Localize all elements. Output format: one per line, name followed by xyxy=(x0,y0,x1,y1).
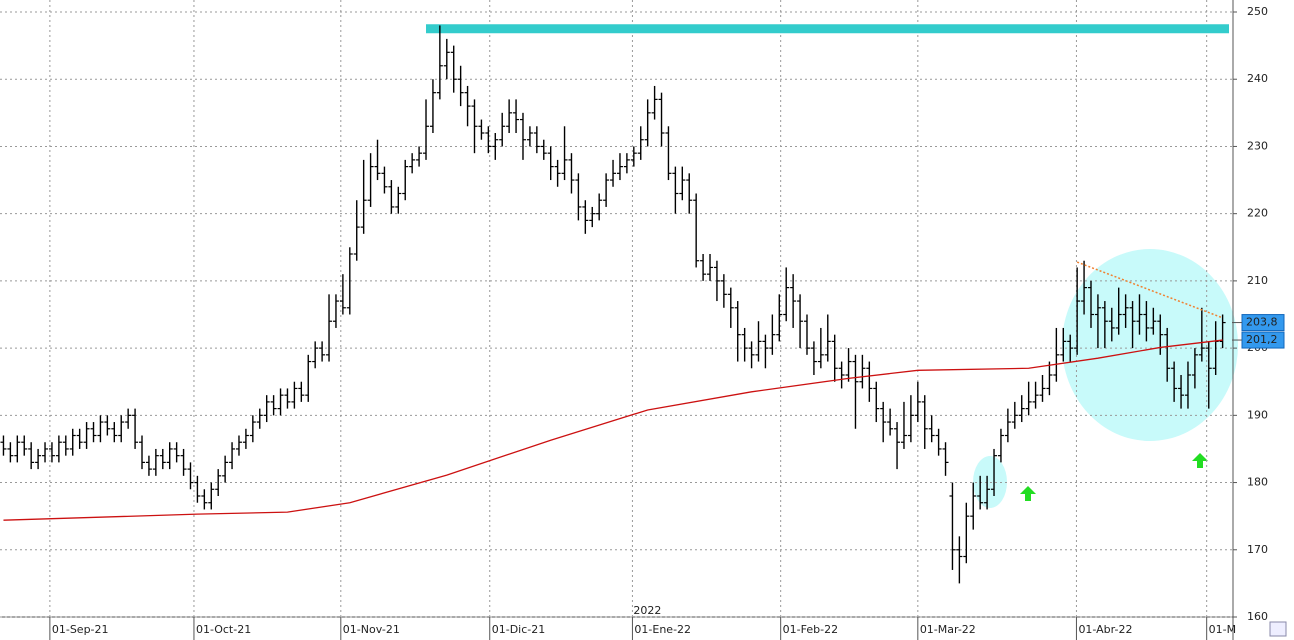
x-tick-label: 01-M xyxy=(1209,623,1236,636)
x-tick-label: 01-Nov-21 xyxy=(343,623,400,636)
corner-icon xyxy=(1269,621,1287,637)
y-tick-label: 240 xyxy=(1247,72,1268,85)
y-tick-label: 160 xyxy=(1247,610,1268,623)
y-tick-label: 210 xyxy=(1247,274,1268,287)
up-arrow xyxy=(1020,486,1036,501)
year-label: 2022 xyxy=(633,604,661,617)
trendline xyxy=(1076,261,1223,319)
highlight-ellipse xyxy=(1062,249,1238,441)
x-tick-label: 01-Abr-22 xyxy=(1078,623,1132,636)
y-tick-label: 170 xyxy=(1247,543,1268,556)
x-tick-label: 01-Feb-22 xyxy=(783,623,838,636)
x-tick-label: 01-Sep-21 xyxy=(52,623,109,636)
x-tick-label: 01-Dic-21 xyxy=(492,623,546,636)
y-tick-label: 190 xyxy=(1247,408,1268,421)
x-tick-label: 01-Mar-22 xyxy=(920,623,976,636)
up-arrow xyxy=(1192,453,1208,468)
y-tick-label: 250 xyxy=(1247,5,1268,18)
x-tick-label: 01-Oct-21 xyxy=(196,623,251,636)
y-tick-label: 230 xyxy=(1247,139,1268,152)
x-tick-label: 01-Ene-22 xyxy=(634,623,691,636)
price-tag-label: 203,8 xyxy=(1246,316,1278,329)
price-tag-label: 201,2 xyxy=(1246,333,1278,346)
y-tick-label: 180 xyxy=(1247,476,1268,489)
moving-average xyxy=(3,339,1223,521)
highlight-ellipse xyxy=(973,456,1007,508)
y-tick-label: 220 xyxy=(1247,207,1268,220)
